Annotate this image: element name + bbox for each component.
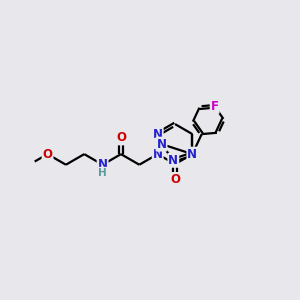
Text: H: H — [98, 168, 107, 178]
Text: O: O — [43, 148, 52, 160]
Text: F: F — [211, 100, 219, 113]
Text: N: N — [188, 148, 197, 160]
Text: O: O — [170, 173, 180, 186]
Text: N: N — [98, 158, 108, 171]
Text: O: O — [116, 131, 126, 144]
Text: N: N — [153, 148, 163, 160]
Text: N: N — [168, 154, 178, 167]
Text: N: N — [153, 128, 163, 141]
Text: N: N — [157, 138, 166, 151]
